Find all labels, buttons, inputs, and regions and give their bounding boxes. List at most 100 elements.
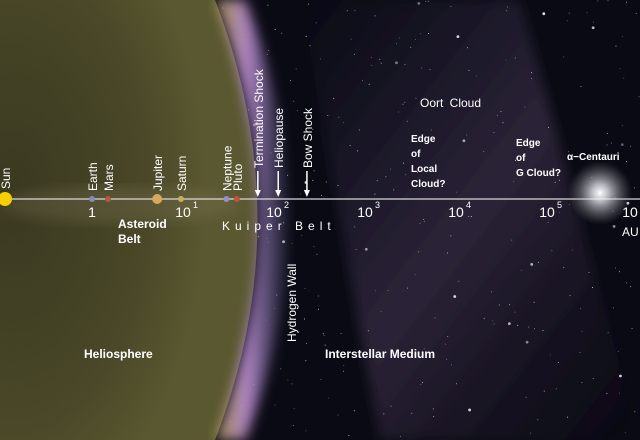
star-dot <box>288 324 290 326</box>
star-dot <box>385 176 387 178</box>
star-dot <box>396 43 398 45</box>
star-dot <box>610 142 612 144</box>
star-dot <box>621 125 623 127</box>
star-dot <box>456 35 460 39</box>
label-line: Cloud? <box>411 179 445 190</box>
star-dot <box>315 22 317 24</box>
star-dot <box>398 37 400 39</box>
star-dot <box>634 187 636 189</box>
star-dot <box>531 72 533 74</box>
axis-tick-exponent: 4 <box>466 200 471 210</box>
star-dot <box>559 211 561 213</box>
star-dot <box>291 280 293 282</box>
star-dot <box>390 168 392 170</box>
star-dot <box>606 144 608 146</box>
termination-shock-label: Termination Shock <box>252 68 266 168</box>
star-dot <box>530 262 534 266</box>
star-dot <box>420 384 422 386</box>
star-dot <box>470 215 472 217</box>
asteroid-belt-label-2: Belt <box>118 232 141 246</box>
edge-g-cloud-label: Edge of G Cloud? <box>516 138 561 179</box>
star-dot <box>291 383 293 385</box>
star-dot <box>529 432 531 434</box>
star-dot <box>468 408 472 412</box>
star-dot <box>379 58 381 60</box>
star-dot <box>299 193 301 195</box>
hydrogen-wall-label: Hydrogen Wall <box>285 264 299 342</box>
star-dot <box>566 20 568 22</box>
star-dot <box>343 122 345 124</box>
star-dot <box>313 170 315 172</box>
star-dot <box>356 150 358 152</box>
heliopause-arrowhead <box>275 190 282 197</box>
star-dot <box>405 173 407 175</box>
star-dot <box>416 171 418 173</box>
star-dot <box>557 361 559 363</box>
star-dot <box>493 323 495 325</box>
sun-label: Sun <box>0 168 13 189</box>
star-dot <box>434 317 436 319</box>
star-dot <box>630 286 632 288</box>
axis-tick-label: 1 <box>88 204 96 220</box>
star-dot <box>638 96 640 98</box>
star-dot <box>355 249 357 251</box>
earth-label: Earth <box>86 162 100 191</box>
star-dot <box>325 181 327 183</box>
star-dot <box>425 0 427 2</box>
star-dot <box>291 242 293 244</box>
star-dot <box>319 58 321 60</box>
star-dot <box>563 266 565 268</box>
star-dot <box>429 69 431 71</box>
star-dot <box>287 379 289 381</box>
neptune-label: Neptune <box>220 145 234 191</box>
star-dot <box>427 0 429 2</box>
star-dot <box>619 392 621 394</box>
star-dot <box>305 430 307 432</box>
star-dot <box>450 364 452 366</box>
star-dot <box>417 1 421 5</box>
star-dot <box>415 97 417 99</box>
star-dot <box>308 3 310 5</box>
star-dot <box>380 311 382 313</box>
axis-tick-exponent: 2 <box>284 200 289 210</box>
star-dot <box>427 33 429 35</box>
star-dot <box>568 151 570 153</box>
star-dot <box>324 344 326 346</box>
star-dot <box>614 267 616 269</box>
jupiter-label: Jupiter <box>151 155 165 191</box>
star-dot <box>290 79 292 81</box>
star-dot <box>342 370 344 372</box>
star-dot <box>505 59 507 61</box>
star-dot <box>403 162 405 164</box>
star-dot <box>635 12 637 14</box>
star-dot <box>309 109 311 111</box>
star-dot <box>492 319 494 321</box>
star-dot <box>617 350 619 352</box>
star-dot <box>586 12 588 14</box>
star-dot <box>623 77 625 79</box>
star-dot <box>374 193 376 195</box>
star-dot <box>579 308 581 310</box>
star-dot <box>450 235 452 237</box>
star-dot <box>362 80 364 82</box>
star-dot <box>455 383 457 385</box>
star-dot <box>506 10 508 12</box>
star-dot <box>305 35 307 37</box>
star-dot <box>338 116 340 118</box>
label-line: Edge <box>411 134 436 145</box>
star-dot <box>287 174 289 176</box>
star-dot <box>333 97 335 99</box>
star-dot <box>555 388 557 390</box>
star-dot <box>301 235 303 237</box>
star-dot <box>387 290 389 292</box>
star-dot <box>421 67 423 69</box>
star-dot <box>317 308 319 310</box>
star-dot <box>517 324 519 326</box>
star-dot <box>588 271 590 273</box>
star-dot <box>309 45 311 47</box>
star-dot <box>547 126 549 128</box>
star-dot <box>493 131 495 133</box>
star-dot <box>538 261 540 263</box>
star-dot <box>630 145 632 147</box>
star-dot <box>597 0 599 2</box>
